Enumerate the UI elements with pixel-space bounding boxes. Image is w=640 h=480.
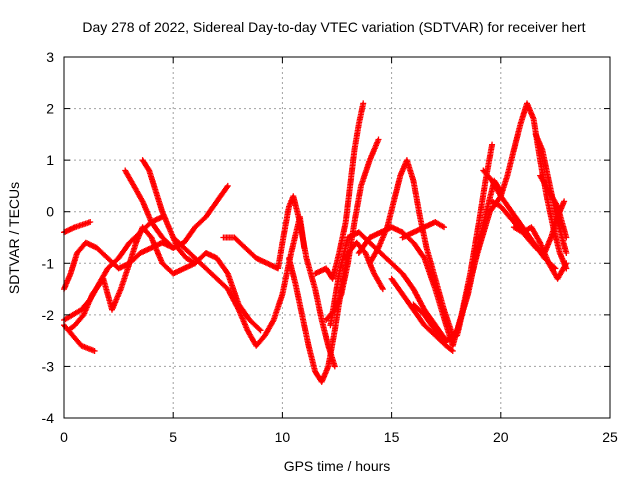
- series-sat-s: [480, 100, 570, 272]
- series-sat-g: [139, 157, 264, 334]
- x-tick-label: 0: [60, 429, 68, 445]
- series-sat-p: [388, 275, 456, 354]
- x-tick-label: 25: [602, 429, 618, 445]
- axis-ticks: 0 5 10 15 20 25 -4 -3 -2 -1 0 1 2 3: [42, 49, 618, 445]
- series-markers: [510, 224, 570, 282]
- series-markers: [61, 239, 177, 293]
- series-sat-e: [65, 224, 199, 334]
- series-markers: [65, 224, 199, 334]
- data-marks: [61, 100, 570, 385]
- x-tick-label: 10: [275, 429, 291, 445]
- series-markers: [388, 275, 456, 354]
- series-sat-c: [61, 322, 98, 354]
- y-tick-label: -2: [42, 307, 55, 323]
- series-markers: [312, 100, 367, 282]
- y-tick-label: 0: [46, 204, 54, 220]
- series-sat-v: [510, 224, 570, 282]
- plot-frame: [63, 56, 611, 419]
- series-sat-a: [61, 219, 94, 236]
- series-sat-b: [61, 239, 177, 293]
- series-markers: [323, 136, 382, 323]
- x-tick-label: 15: [384, 429, 400, 445]
- series-sat-l: [323, 136, 382, 323]
- grid-lines: [64, 57, 610, 418]
- x-tick-label: 20: [493, 429, 509, 445]
- series-sat-i: [220, 193, 338, 370]
- x-axis-label: GPS time / hours: [284, 458, 391, 474]
- series-sat-k: [312, 100, 367, 282]
- y-tick-label: 3: [46, 49, 54, 65]
- series-markers: [139, 157, 264, 334]
- series-markers: [220, 193, 338, 370]
- y-axis-label: SDTVAR / TECUs: [6, 182, 22, 294]
- x-tick-label: 5: [169, 429, 177, 445]
- y-tick-label: 2: [46, 101, 54, 117]
- series-markers: [61, 219, 94, 236]
- series-sat-q: [399, 219, 448, 241]
- y-tick-label: -3: [42, 358, 55, 374]
- series-markers: [399, 219, 448, 241]
- series-sat-w: [537, 172, 570, 241]
- series-markers: [537, 172, 570, 241]
- series-sat-o: [366, 157, 456, 339]
- y-tick-label: -4: [42, 410, 55, 426]
- y-tick-label: 1: [46, 152, 54, 168]
- series-markers: [366, 157, 456, 339]
- series-markers: [61, 322, 98, 354]
- series-markers: [480, 100, 570, 272]
- y-tick-label: -1: [42, 255, 55, 271]
- chart-title: Day 278 of 2022, Sidereal Day-to-day VTE…: [82, 19, 585, 35]
